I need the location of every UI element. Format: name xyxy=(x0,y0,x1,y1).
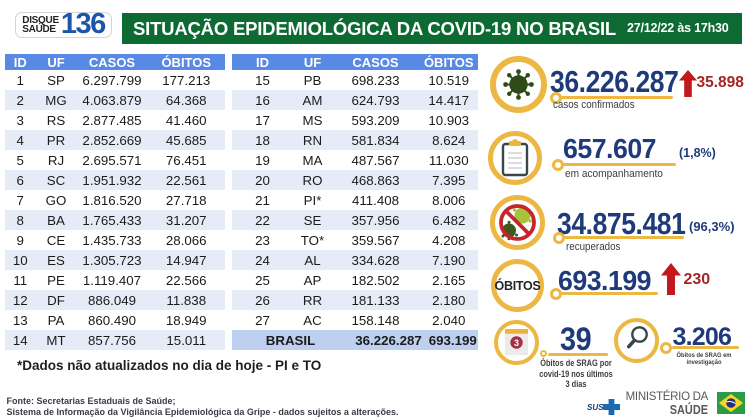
svg-text:3: 3 xyxy=(514,338,519,348)
